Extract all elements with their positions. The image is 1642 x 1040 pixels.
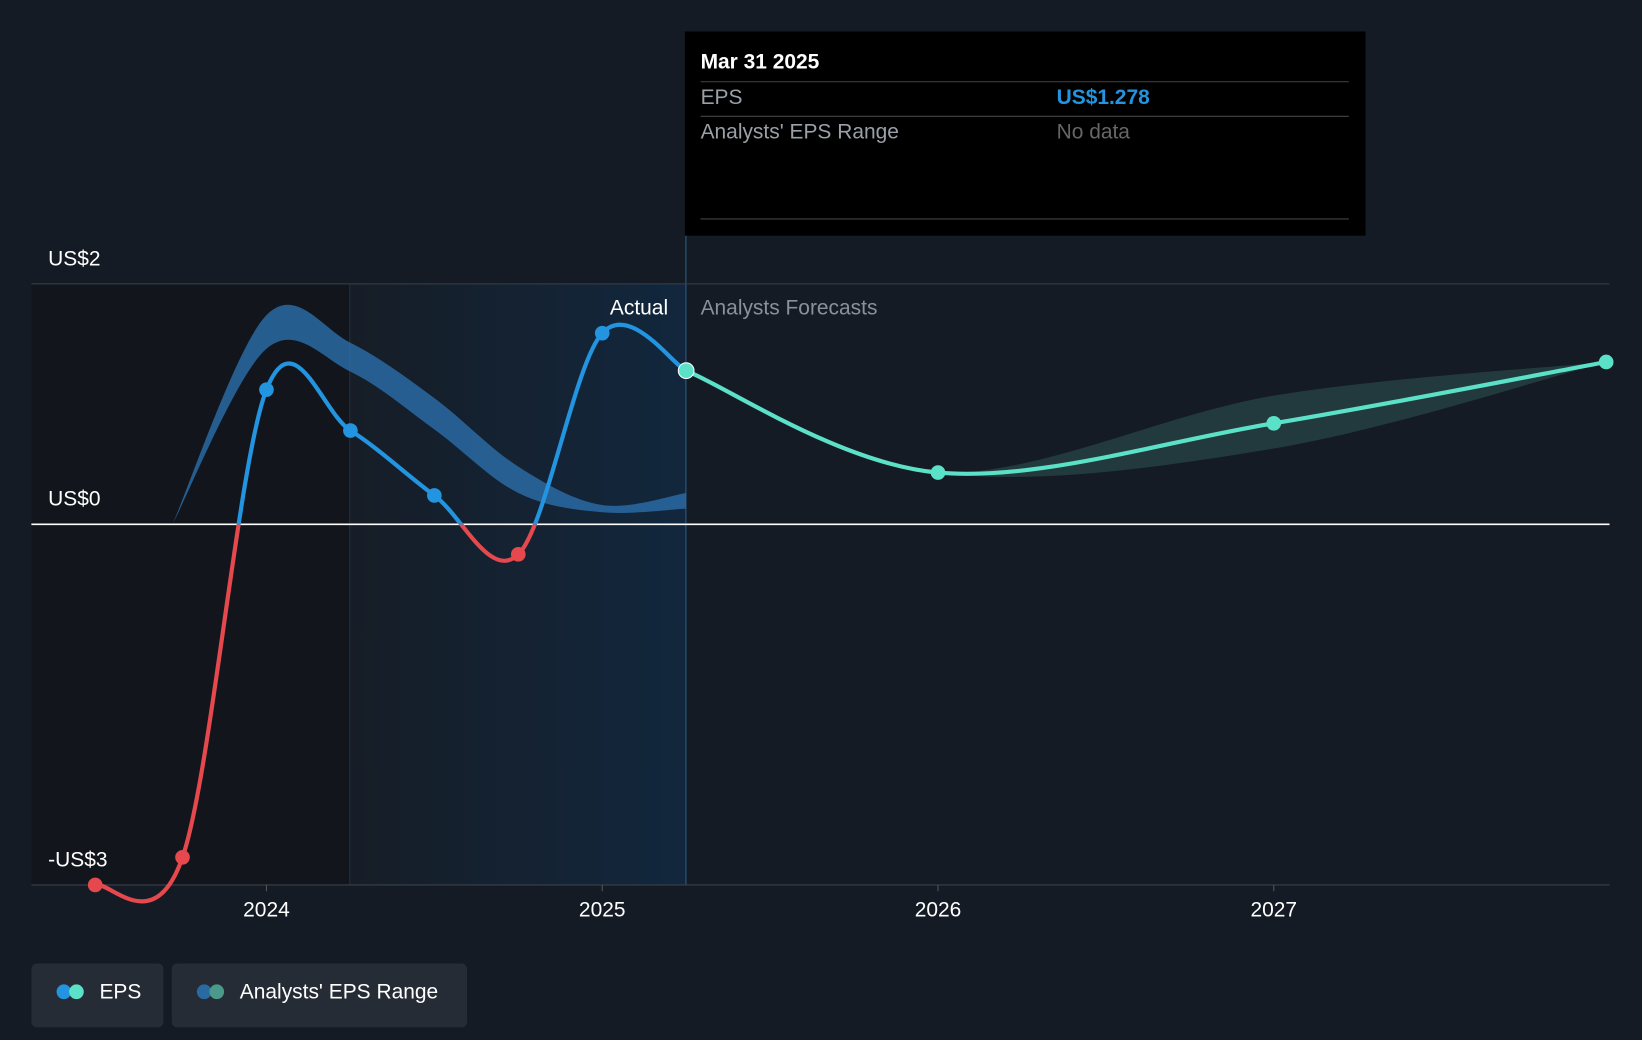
eps-point	[1266, 415, 1282, 431]
legend-item[interactable]: EPS	[31, 963, 164, 1028]
legend: EPS Analysts' EPS Range	[31, 963, 468, 1028]
y-tick-label: -US$3	[48, 848, 107, 871]
legend-label: EPS	[99, 980, 141, 1003]
eps-point	[1598, 354, 1614, 370]
eps-point	[259, 382, 274, 397]
legend-item[interactable]: Analysts' EPS Range	[171, 963, 468, 1028]
section-label: Actual	[610, 297, 668, 320]
eps-point	[930, 465, 946, 480]
y-tick-label: US$2	[48, 247, 100, 270]
section-label: Analysts Forecasts	[701, 297, 878, 320]
tooltip-title: Mar 31 2025	[701, 50, 820, 73]
legend-label: Analysts' EPS Range	[240, 980, 438, 1003]
eps-line	[685, 359, 1607, 476]
y-tick-label: US$0	[48, 488, 100, 511]
plot: -US$3 US$0 US$2 2024 2025 2026 2027	[31, 247, 1614, 922]
x-tick-label: 2024	[243, 899, 290, 922]
x-tick-label: 2025	[579, 899, 626, 922]
tooltip: Mar 31 2025 EPS US$1.278 Analysts' EPS R…	[684, 31, 1366, 236]
tooltip-label: EPS	[701, 86, 743, 109]
range-band	[686, 361, 1607, 477]
eps-point	[87, 877, 103, 893]
past-shade	[31, 283, 350, 885]
eps-point	[343, 423, 358, 438]
x-tick-label: 2026	[915, 899, 962, 922]
eps-point	[175, 849, 190, 865]
tooltip-value: US$1.278	[1057, 86, 1150, 109]
range-band	[172, 304, 687, 525]
tooltip-label: Analysts' EPS Range	[701, 121, 899, 144]
legend-button[interactable]	[31, 963, 164, 1028]
legend-swatch	[209, 984, 225, 1000]
tooltip-box	[684, 31, 1366, 236]
legend-swatch	[196, 984, 212, 1000]
eps-point	[678, 363, 694, 378]
legend-button[interactable]	[171, 963, 468, 1028]
eps-point	[427, 488, 442, 503]
legend-swatch	[56, 984, 72, 1000]
x-tick-label: 2027	[1250, 899, 1297, 922]
eps-point	[594, 325, 610, 341]
tooltip-value: No data	[1057, 121, 1131, 144]
legend-swatch	[69, 984, 84, 1000]
eps-point	[510, 547, 526, 562]
